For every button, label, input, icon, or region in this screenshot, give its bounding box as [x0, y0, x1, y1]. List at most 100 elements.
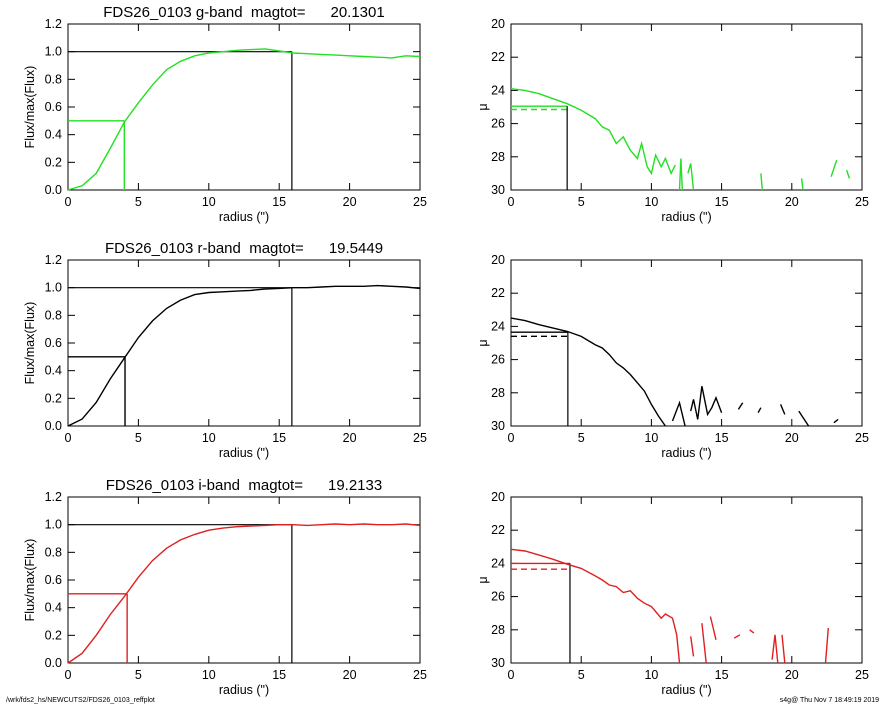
x-tick-label: 15 [715, 431, 729, 445]
x-tick-label: 15 [272, 195, 286, 209]
profile-segment [511, 317, 666, 426]
profile-segment [845, 169, 851, 179]
profile-segment [757, 407, 762, 414]
y-axis-label: μ [476, 339, 490, 346]
y-tick-label: 0.6 [45, 336, 62, 350]
profile-segment [800, 178, 804, 190]
y-tick-label: 1.0 [45, 518, 62, 532]
profile-segment [824, 628, 829, 663]
panel-title: FDS26_0103 r-band magtot= 19.5449 [105, 240, 383, 257]
y-tick-label: 26 [491, 117, 505, 131]
profile-segment [511, 88, 676, 176]
y-tick-label: 24 [491, 319, 505, 333]
y-tick-label: 22 [491, 286, 505, 300]
y-tick-label: 0.6 [45, 100, 62, 114]
x-tick-label: 10 [202, 431, 216, 445]
y-axis-label: Flux/max(Flux) [23, 66, 37, 149]
footer-timestamp: s4g@ Thu Nov 7 18:49:19 2019 [779, 697, 879, 704]
y-tick-label: 0.8 [45, 308, 62, 322]
y-tick-label: 28 [491, 623, 505, 637]
x-tick-label: 0 [65, 431, 72, 445]
profile-segment [798, 410, 810, 426]
y-tick-label: 1.2 [45, 253, 62, 267]
g-profile-panel: 0 5 10 15 20 25 20 22 24 26 28 30 radius (") μ [476, 17, 869, 224]
growth-curve [67, 284, 421, 427]
y-axis-label: μ [476, 576, 490, 583]
x-tick-label: 0 [508, 668, 515, 682]
x-axis-label: radius (") [661, 683, 711, 697]
x-tick-label: 10 [202, 195, 216, 209]
plot-frame [510, 259, 863, 427]
profile-segment [779, 404, 786, 415]
x-tick-label: 5 [578, 668, 585, 682]
y-tick-label: 0.4 [45, 128, 62, 142]
profile-segment [690, 386, 723, 420]
x-tick-label: 0 [65, 195, 72, 209]
plot-frame [67, 23, 421, 191]
plot-frame [67, 496, 421, 664]
g-growth-panel: 0 5 10 15 20 25 0.0 0.2 0.4 0.6 0.8 1.0 1.2 radius ("… [23, 4, 427, 224]
y-tick-label: 26 [491, 590, 505, 604]
y-tick-label: 0.8 [45, 545, 62, 559]
y-tick-label: 0.2 [45, 391, 62, 405]
profile-segment [781, 634, 786, 663]
x-tick-label: 25 [413, 195, 427, 209]
r-growth-panel: 0 5 10 15 20 25 0.0 0.2 0.4 0.6 0.8 1.0 1.2 radius ("… [23, 240, 427, 460]
x-axis-label: radius (") [219, 446, 269, 460]
x-tick-label: 20 [785, 668, 799, 682]
profile-segment [749, 629, 755, 634]
y-tick-label: 1.0 [45, 281, 62, 295]
profile-segment [830, 159, 838, 177]
x-tick-label: 25 [855, 195, 869, 209]
y-tick-label: 28 [491, 386, 505, 400]
y-tick-label: 0.6 [45, 573, 62, 587]
y-tick-label: 1.0 [45, 45, 62, 59]
y-tick-label: 30 [491, 183, 505, 197]
x-tick-label: 15 [272, 431, 286, 445]
y-axis-label: Flux/max(Flux) [23, 539, 37, 622]
y-tick-label: 20 [491, 17, 505, 31]
panel-title: FDS26_0103 i-band magtot= 19.2133 [106, 477, 382, 494]
y-tick-label: 22 [491, 50, 505, 64]
y-tick-label: 20 [491, 253, 505, 267]
y-tick-label: 0.0 [45, 656, 62, 670]
x-tick-label: 20 [343, 195, 357, 209]
y-axis-label: Flux/max(Flux) [23, 302, 37, 385]
growth-curve [67, 523, 421, 664]
y-tick-label: 0.0 [45, 183, 62, 197]
y-tick-label: 0.2 [45, 628, 62, 642]
x-axis-label: radius (") [219, 683, 269, 697]
plot-frame [510, 23, 863, 191]
profile-segment [833, 418, 839, 424]
x-tick-label: 0 [508, 431, 515, 445]
x-axis-label: radius (") [661, 446, 711, 460]
x-axis-label: radius (") [219, 210, 269, 224]
profile-segment [701, 623, 707, 663]
x-tick-label: 10 [644, 431, 658, 445]
profile-segment [733, 634, 741, 639]
profile-segment [687, 163, 695, 190]
profile-segment [771, 634, 779, 663]
x-tick-label: 0 [508, 195, 515, 209]
profile-segment [709, 616, 717, 640]
y-tick-label: 20 [491, 490, 505, 504]
plot-frame [67, 259, 421, 427]
x-tick-label: 10 [644, 668, 658, 682]
y-tick-label: 0.8 [45, 72, 62, 86]
profile-segment [511, 548, 681, 663]
growth-curve [67, 48, 421, 191]
y-axis-label: μ [476, 103, 490, 110]
x-tick-label: 15 [272, 668, 286, 682]
profile-segment [760, 173, 763, 190]
x-tick-label: 20 [343, 431, 357, 445]
profile-segment [690, 636, 695, 657]
panel-title: FDS26_0103 g-band magtot= 20.1301 [103, 4, 384, 21]
x-tick-label: 20 [343, 668, 357, 682]
x-tick-label: 25 [413, 431, 427, 445]
x-tick-label: 0 [65, 668, 72, 682]
y-tick-label: 0.2 [45, 155, 62, 169]
r-profile-panel: 0 5 10 15 20 25 20 22 24 26 28 30 radius (") μ [476, 253, 869, 460]
x-tick-label: 5 [135, 195, 142, 209]
x-axis-label: radius (") [661, 210, 711, 224]
x-tick-label: 10 [202, 668, 216, 682]
